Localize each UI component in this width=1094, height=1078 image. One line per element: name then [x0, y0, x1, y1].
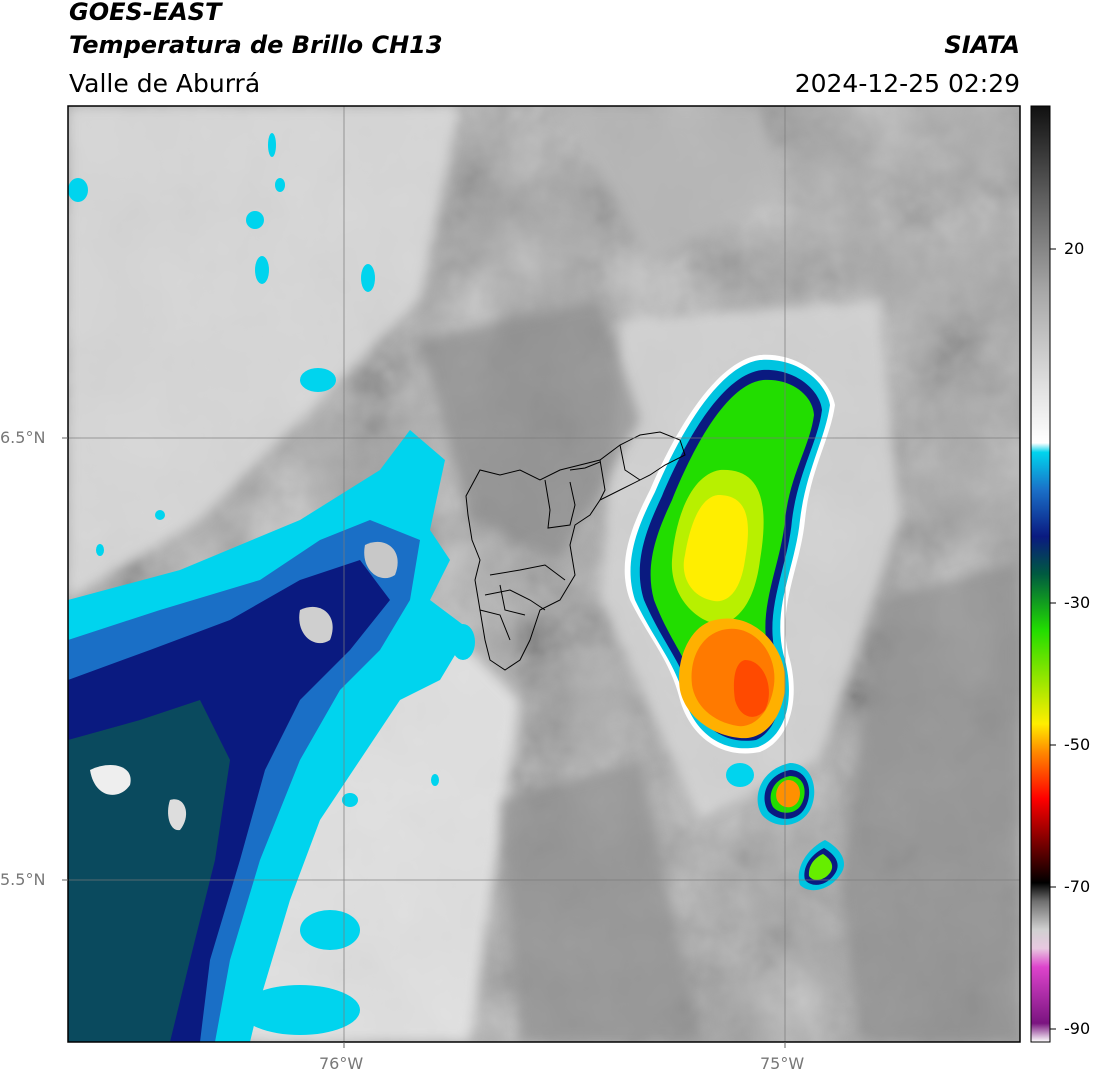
colorbar-tick-minus70: -70 — [1064, 877, 1091, 896]
lat-label-6-5: 6.5°N — [0, 428, 46, 447]
satellite-image — [68, 106, 1020, 1042]
colorbar-tick-20: 20 — [1064, 239, 1085, 258]
satellite-title: GOES-EAST — [69, 0, 222, 26]
map-frame — [67, 105, 1021, 1043]
region-label: Valle de Aburrá — [69, 69, 261, 98]
graticule — [68, 106, 1020, 1042]
lon-label-75w: 75°W — [760, 1054, 805, 1073]
colorbar-tick-minus30: -30 — [1064, 593, 1091, 612]
colorbar-tick-minus50: -50 — [1064, 735, 1091, 754]
lat-label-5-5: 5.5°N — [0, 870, 46, 889]
agency-label: SIATA — [944, 31, 1020, 59]
product-title: Temperatura de Brillo CH13 — [69, 31, 443, 59]
lon-label-76w: 76°W — [319, 1054, 364, 1073]
colorbar-tick-minus90: -90 — [1064, 1019, 1091, 1038]
colorbar — [1030, 105, 1056, 1043]
municipal-boundaries — [465, 431, 686, 671]
timestamp-label: 2024-12-25 02:29 — [794, 69, 1020, 98]
